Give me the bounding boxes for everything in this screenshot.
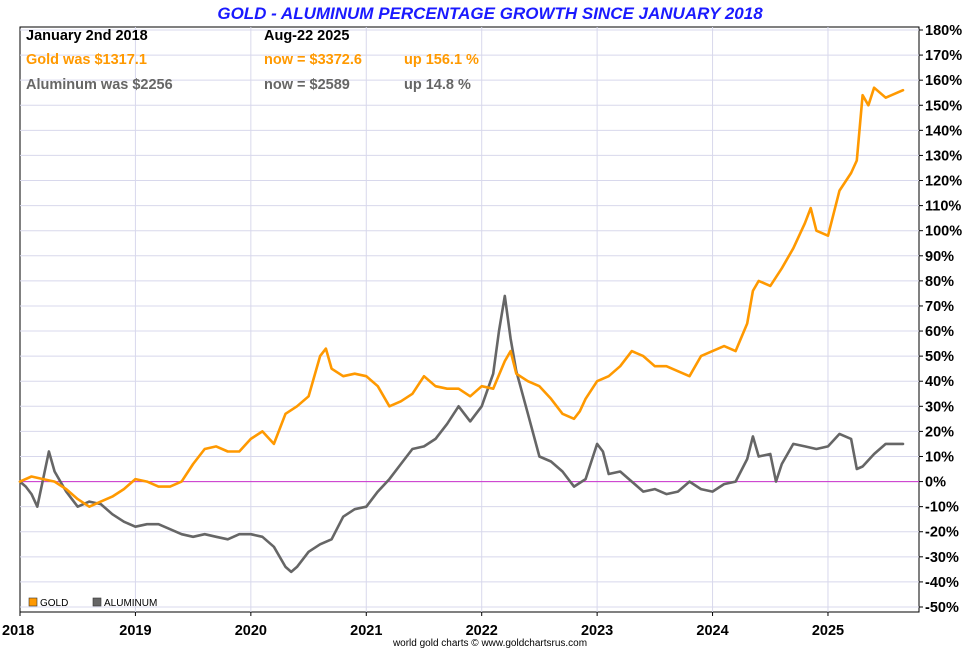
y-tick-label: 150% (925, 98, 962, 114)
y-tick-label: 80% (925, 274, 954, 290)
credit-text: world gold charts © www.goldchartsrus.co… (392, 638, 587, 649)
y-tick-label: 160% (925, 73, 962, 89)
y-tick-label: 50% (925, 349, 954, 365)
legend: GOLD ALUMINUM (28, 597, 157, 609)
y-tick-label: 10% (925, 449, 954, 465)
y-tick-label: 170% (925, 48, 962, 64)
y-tick-label: 100% (925, 224, 962, 240)
gold-growth-value: up 156.1 % (404, 52, 479, 68)
y-tick-label: -30% (925, 550, 959, 566)
y-tick-label: 110% (925, 199, 961, 215)
x-tick-label: 2020 (235, 623, 267, 639)
y-tick-label: 40% (925, 374, 954, 390)
y-axis: 180% 170% 160% 150% 140% 130% 120% 110% 100% 90% 8… (919, 23, 962, 616)
start-date-label: January 2nd 2018 (26, 28, 148, 44)
series-line-gold (18, 86, 905, 509)
x-tick-label: 2025 (812, 623, 844, 639)
y-tick-label: -10% (925, 500, 959, 516)
y-tick-label: 130% (925, 148, 962, 164)
chart-title: GOLD - ALUMINUM PERCENTAGE GROWTH SINCE … (217, 4, 763, 23)
y-tick-label: 60% (925, 324, 954, 340)
aluminum-start-value: Aluminum was $2256 (26, 77, 173, 93)
gold-start-value: Gold was $1317.1 (26, 52, 147, 68)
x-tick-label: 2023 (581, 623, 613, 639)
series-layer (18, 86, 905, 574)
y-tick-label: 30% (925, 399, 954, 415)
y-tick-label: -20% (925, 525, 959, 541)
y-tick-label: 0% (925, 475, 946, 491)
y-tick-label: 120% (925, 174, 962, 190)
series-line-aluminum (18, 294, 905, 574)
legend-swatch-gold (28, 597, 38, 607)
y-tick-label: 140% (925, 123, 962, 139)
legend-swatch-aluminum (92, 597, 102, 607)
aluminum-now-value: now = $2589 (264, 77, 350, 93)
y-tick-label: 70% (925, 299, 954, 315)
legend-label-aluminum: ALUMINUM (104, 598, 157, 609)
y-tick-label: -40% (925, 575, 959, 591)
x-axis: 2018 2019 2020 2021 2022 2023 2024 2025 (2, 612, 844, 639)
x-tick-label: 2019 (119, 623, 151, 639)
x-tick-label: 2022 (466, 623, 498, 639)
end-date-label: Aug-22 2025 (264, 28, 349, 44)
y-tick-label: 20% (925, 424, 954, 440)
y-tick-label: 180% (925, 23, 962, 39)
aluminum-growth-value: up 14.8 % (404, 77, 471, 93)
plot-area (19, 26, 920, 613)
legend-label-gold: GOLD (40, 598, 68, 609)
x-tick-label: 2018 (2, 623, 34, 639)
gold-now-value: now = $3372.6 (264, 52, 362, 68)
x-tick-label: 2021 (350, 623, 382, 639)
y-tick-label: -50% (925, 600, 959, 616)
y-tick-label: 90% (925, 249, 954, 265)
x-tick-label: 2024 (696, 623, 728, 639)
